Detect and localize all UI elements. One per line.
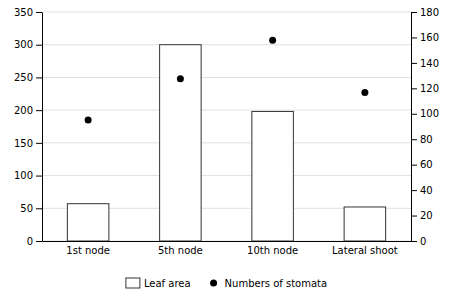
plot: 0 50 100 150 200 250 300 350 0 20 40 60 80 100 120 140 1… (14, 7, 439, 256)
axis-line (42, 13, 43, 242)
axis-line (43, 241, 412, 242)
tick: 0 (27, 236, 42, 247)
tick-label: 150 (14, 138, 33, 149)
tick-label: 40 (420, 185, 433, 196)
tick-label: 180 (420, 7, 439, 18)
y-axis: 0 50 100 150 200 250 300 350 (14, 7, 43, 247)
tick-mark (36, 12, 42, 13)
bar (252, 111, 294, 241)
tick: Lateral shoot (332, 245, 398, 256)
dot (269, 37, 276, 44)
grid-line (42, 12, 411, 13)
tick-mark (36, 45, 42, 46)
grid-line (42, 44, 411, 45)
tick: 100 (14, 170, 42, 181)
tick: 100 (411, 108, 439, 119)
tick-mark (36, 77, 42, 78)
tick-mark (411, 165, 417, 166)
tick-label: 10th node (247, 245, 298, 256)
tick: 5th node (158, 245, 203, 256)
tick-mark (411, 88, 417, 89)
tick: 150 (14, 138, 42, 149)
tick-label: 80 (420, 134, 433, 145)
grid-line (42, 77, 411, 78)
axis-line (411, 13, 412, 242)
tick-label: 0 (27, 236, 33, 247)
tick-mark (411, 12, 417, 13)
tick: 200 (14, 105, 42, 116)
tick-label: Lateral shoot (332, 245, 398, 256)
tick-label: 160 (420, 32, 439, 43)
tick-label: 140 (420, 58, 439, 69)
tick: 180 (411, 7, 439, 18)
tick-label: 100 (14, 170, 33, 181)
tick-label: 50 (20, 203, 33, 214)
marks (67, 37, 385, 241)
tick: 10th node (247, 245, 298, 256)
tick-mark (411, 139, 417, 140)
tick-mark (411, 190, 417, 191)
grid (42, 12, 411, 241)
tick-label: 300 (14, 39, 33, 50)
legend: Leaf area Numbers of stomata (126, 278, 327, 289)
tick: 140 (411, 58, 439, 69)
tick: 50 (20, 203, 42, 214)
tick: 20 (411, 210, 433, 221)
tick-mark (411, 63, 417, 64)
tick: 350 (14, 7, 42, 18)
tick-label: 1st node (66, 245, 110, 256)
tick-mark (411, 114, 417, 115)
tick-mark (36, 241, 42, 242)
bar (67, 204, 109, 241)
bar-series (67, 45, 385, 241)
tick-mark (36, 143, 42, 144)
tick: 250 (14, 72, 42, 83)
dot (177, 75, 184, 82)
bar (344, 207, 386, 241)
tick-mark (411, 37, 417, 38)
tick-label: 120 (420, 83, 439, 94)
grid-line (42, 110, 411, 111)
chart: 0 50 100 150 200 250 300 350 0 20 40 60 80 100 120 140 1… (0, 0, 453, 299)
dot-series (85, 37, 369, 124)
legend-swatch (210, 280, 217, 287)
legend-item: Numbers of stomata (210, 278, 327, 289)
tick: 1st node (66, 245, 110, 256)
tick-mark (36, 176, 42, 177)
grid-line (42, 142, 411, 143)
tick-label: 100 (420, 108, 439, 119)
tick: 40 (411, 185, 433, 196)
tick: 300 (14, 39, 42, 50)
tick: 120 (411, 83, 439, 94)
x-axis: 1st node 5th node 10th node Lateral shoot (43, 242, 412, 257)
tick-mark (411, 241, 417, 242)
tick: 0 (411, 236, 426, 247)
tick-label: 60 (420, 159, 433, 170)
dot (85, 116, 92, 123)
tick: 160 (411, 32, 439, 43)
tick: 60 (411, 159, 433, 170)
legend-swatch (126, 278, 140, 288)
tick-label: 20 (420, 210, 433, 221)
tick-label: 0 (420, 236, 426, 247)
grid-line (42, 175, 411, 176)
tick-mark (36, 110, 42, 111)
y2-axis: 0 20 40 60 80 100 120 140 160 180 (411, 7, 439, 247)
dot (361, 89, 368, 96)
tick-mark (411, 216, 417, 217)
legend-item: Leaf area (126, 278, 191, 289)
legend-label: Numbers of stomata (225, 278, 328, 289)
legend-label: Leaf area (144, 278, 191, 289)
tick-label: 200 (14, 105, 33, 116)
tick-mark (36, 208, 42, 209)
tick-label: 350 (14, 7, 33, 18)
tick-label: 250 (14, 72, 33, 83)
tick: 80 (411, 134, 433, 145)
bar (160, 45, 202, 241)
tick-label: 5th node (158, 245, 203, 256)
